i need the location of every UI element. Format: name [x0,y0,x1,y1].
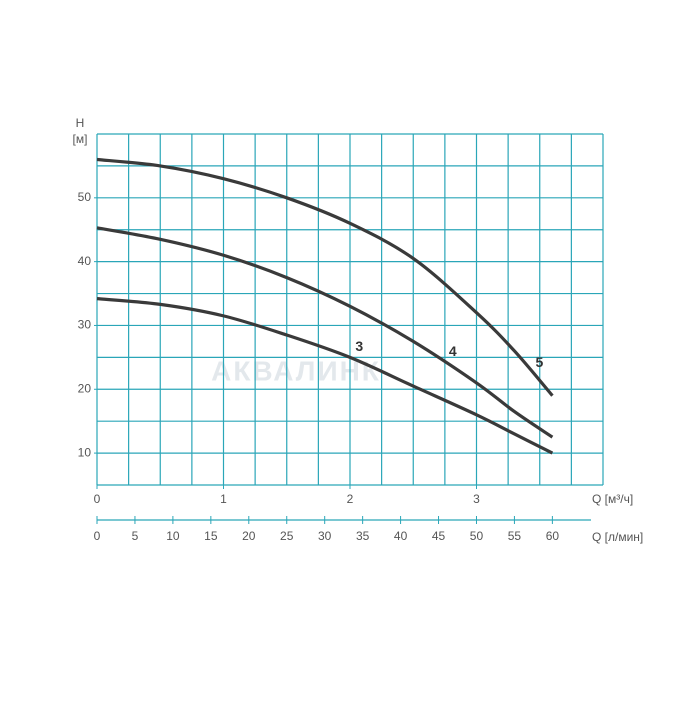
y-tick-label: 40 [78,254,92,268]
curve [96,297,554,455]
x2-tick-label: 30 [318,529,332,543]
x2-tick-label: 50 [470,529,484,543]
x2-axis-label: Q [л/мин] [592,530,643,544]
y-axis-label: H [76,116,85,130]
x2-tick-label: 55 [508,529,522,543]
y-tick-label: 30 [78,318,92,332]
x2-tick-label: 5 [132,529,139,543]
x2-tick-label: 35 [356,529,370,543]
x-tick-label: 0 [94,492,101,506]
y-tick-label: 50 [78,190,92,204]
y-tick-label: 10 [78,445,92,459]
x2-tick-label: 45 [432,529,446,543]
x2-tick-label: 40 [394,529,408,543]
series-label: 3 [355,338,363,354]
x2-tick-label: 20 [242,529,256,543]
watermark: АКВАЛИНК [211,355,381,386]
y-axis-unit: [м] [73,132,88,146]
x2-tick-label: 10 [166,529,180,543]
x2-tick-label: 60 [546,529,560,543]
series-label: 5 [536,354,544,370]
x-axis-label: Q [м³/ч] [592,492,633,506]
x2-tick-label: 25 [280,529,294,543]
curve [96,226,554,439]
series-label: 4 [449,343,457,359]
x-tick-label: 2 [347,492,354,506]
x2-tick-label: 15 [204,529,218,543]
x-tick-label: 1 [220,492,227,506]
x2-tick-label: 0 [94,529,101,543]
x-tick-label: 3 [473,492,480,506]
y-tick-label: 20 [78,381,92,395]
curve [96,157,554,397]
